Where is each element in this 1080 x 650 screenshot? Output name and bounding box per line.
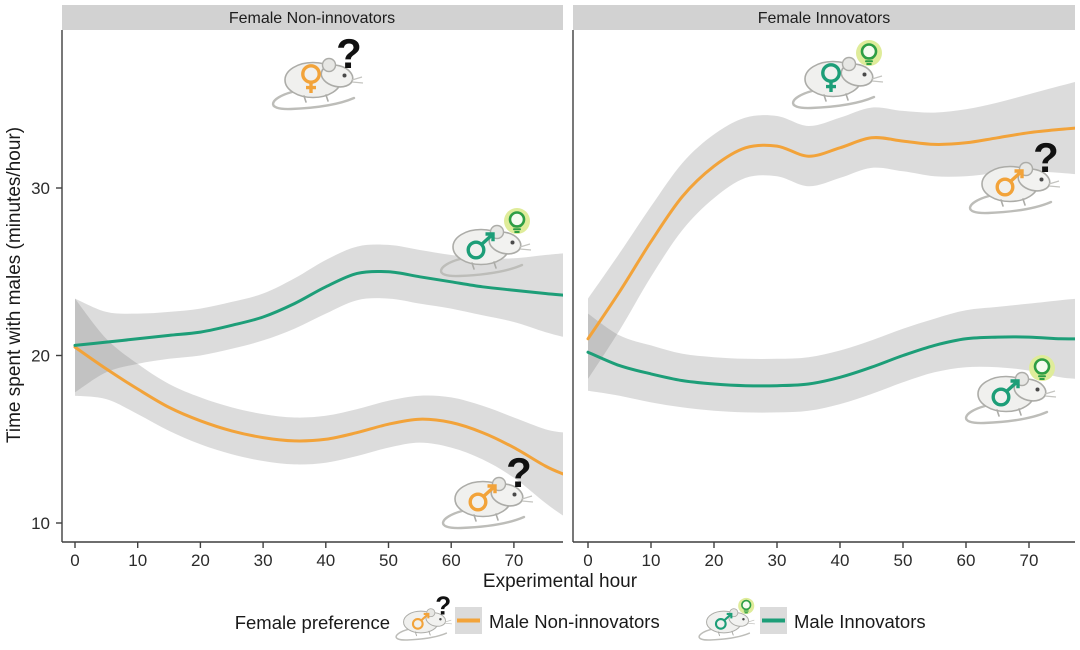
male-symbol-icon: [468, 484, 497, 512]
lightbulb-icon: [856, 40, 882, 66]
male-symbol-icon: [466, 232, 495, 260]
x-tick-label: 20: [191, 551, 210, 570]
male-symbol-icon: [714, 612, 733, 630]
male-symbol-icon: [995, 169, 1024, 197]
x-tick-label: 70: [504, 551, 523, 570]
lightbulb-icon: [738, 597, 755, 614]
x-axis-title: Experimental hour: [483, 571, 638, 592]
mouse-tail: [968, 194, 1053, 215]
y-tick-label: 10: [31, 514, 50, 533]
smoothed-line: [73, 345, 563, 476]
mouse-icon: ?: [271, 30, 364, 111]
y-axis-title: Time spent with males (minutes/hour): [4, 127, 25, 443]
x-tick-label: 20: [705, 551, 724, 570]
question-mark-icon: ?: [506, 449, 532, 496]
x-tick-label: 0: [70, 551, 79, 570]
mouse-icon: [791, 40, 884, 110]
confidence-ribbon: [75, 298, 563, 516]
axis-line: [572, 30, 1075, 543]
x-tick-label: 0: [583, 551, 592, 570]
facet-strip-left: [62, 5, 563, 30]
mouse-icon: [439, 208, 532, 278]
x-tick-label: 60: [442, 551, 461, 570]
mouse-icon: ?: [968, 134, 1061, 215]
male-symbol-icon: [991, 379, 1020, 407]
facet-strip-right: [573, 5, 1075, 30]
male-symbol-icon: [411, 612, 430, 630]
x-tick-label: 50: [894, 551, 913, 570]
x-tick-label: 50: [379, 551, 398, 570]
x-tick-label: 60: [957, 551, 976, 570]
mouse-icon: ?: [441, 449, 534, 530]
confidence-ribbon: [588, 81, 1075, 379]
question-mark-icon: ?: [336, 30, 362, 77]
question-mark-icon: ?: [1033, 134, 1059, 181]
plot-layer: 0 10 20 30 40 50 60 70 ?: [31, 30, 1075, 641]
smoothed-line: [586, 126, 1075, 341]
legend-label-non-innovators: Male Non-innovators: [489, 611, 660, 632]
female-symbol-icon: [301, 64, 321, 93]
x-tick-label: 70: [1020, 551, 1039, 570]
facet-title-right: Female Innovators: [758, 10, 891, 27]
x-tick-label: 40: [316, 551, 335, 570]
x-tick-label: 30: [254, 551, 273, 570]
mouse-tail: [395, 628, 448, 641]
smoothed-line: [73, 269, 563, 347]
mouse-icon: ?: [395, 591, 452, 641]
female-symbol-icon: [821, 63, 841, 92]
legend-label-innovators: Male Innovators: [794, 611, 926, 632]
lightbulb-icon: [1029, 355, 1055, 381]
mouse-tail: [964, 404, 1049, 425]
question-mark-icon: ?: [435, 591, 451, 621]
x-tick-label: 30: [768, 551, 787, 570]
x-tick-label: 10: [128, 551, 147, 570]
smoothed-line: [586, 335, 1075, 388]
mouse-tail: [271, 90, 356, 111]
y-tick-label: 30: [31, 179, 50, 198]
legend-title: Female preference: [235, 612, 390, 633]
mouse-tail: [441, 509, 526, 530]
mouse-tail: [791, 89, 876, 110]
x-tick-label: 10: [642, 551, 661, 570]
mouse-icon: [964, 355, 1057, 425]
axis-line: [61, 30, 563, 543]
lightbulb-icon: [504, 208, 530, 234]
x-tick-label: 40: [831, 551, 850, 570]
mouse-tail: [439, 257, 524, 278]
mouse-icon: [698, 597, 755, 641]
facet-title-left: Female Non-innovators: [229, 10, 395, 27]
y-tick-label: 20: [31, 347, 50, 366]
mouse-tail: [698, 628, 751, 641]
